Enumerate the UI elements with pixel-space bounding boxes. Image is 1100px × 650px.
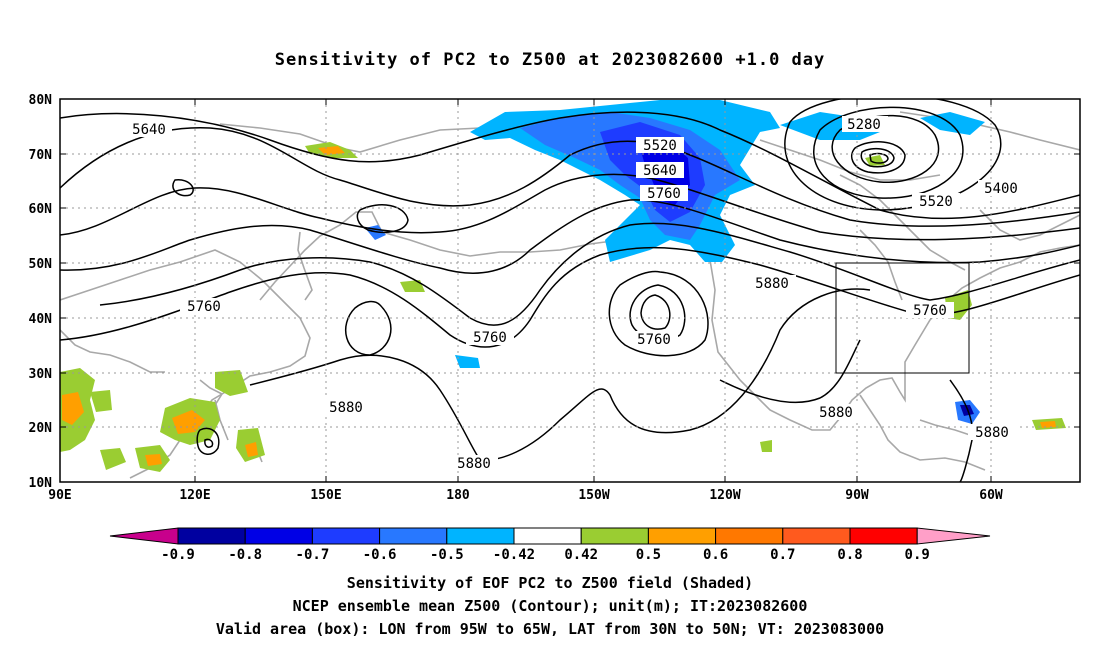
caption-line-2: NCEP ensemble mean Z500 (Contour); unit(…	[292, 597, 808, 615]
lat-label: 50N	[29, 257, 53, 272]
contour-label: 5520	[643, 138, 677, 154]
contour-label: 5640	[643, 163, 677, 179]
lon-label: 120E	[179, 488, 210, 503]
caption-line-3: Valid area (box): LON from 95W to 65W, L…	[215, 620, 885, 638]
map-title: Sensitivity of PC2 to Z500 at 2023082600…	[274, 50, 826, 70]
colorbar-label: 0.9	[905, 547, 930, 563]
contour-label: 5760	[187, 299, 221, 315]
caption-line-1: Sensitivity of EOF PC2 to Z500 field (Sh…	[346, 574, 754, 592]
colorbar-segment	[446, 527, 515, 545]
lat-label: 60N	[29, 202, 53, 217]
colorbar-label: -0.5	[430, 547, 464, 563]
colorbar-label: 0.8	[837, 547, 862, 563]
lat-label: 30N	[29, 367, 53, 382]
contour-label: 5640	[132, 122, 166, 138]
colorbar-segment	[513, 527, 582, 545]
lon-label: 180	[446, 488, 470, 503]
colorbar-end-high	[916, 527, 991, 545]
valid-area-box	[835, 262, 970, 374]
lon-label: 90W	[845, 488, 869, 503]
colorbar-label: -0.42	[493, 547, 535, 563]
contour-label: 5760	[473, 330, 507, 346]
z500-contours	[60, 99, 1080, 482]
colorbar-segment	[379, 527, 448, 545]
axis-ticks	[60, 98, 1080, 483]
contour-labels: 5640 5520 5640 5760 5280 5400 5520 5880 …	[126, 116, 1024, 472]
lon-label: 120W	[709, 488, 740, 503]
colorbar-label: 0.5	[636, 547, 661, 563]
lon-label: 150E	[310, 488, 341, 503]
colorbar-segment	[849, 527, 918, 545]
lon-labels: 90E 120E 150E 180 150W 120W 90W 60W	[48, 488, 1003, 503]
contour-label: 5880	[819, 405, 853, 421]
colorbar-label: -0.6	[363, 547, 397, 563]
colorbar-label: -0.9	[161, 547, 195, 563]
colorbar-segment	[782, 527, 851, 545]
contour-label: 5880	[755, 276, 789, 292]
contour-label: 5880	[329, 400, 363, 416]
colorbar-segment	[311, 527, 381, 545]
lon-label: 150W	[578, 488, 609, 503]
lat-label: 80N	[29, 93, 53, 108]
contour-label: 5520	[919, 194, 953, 210]
colorbar-segment	[647, 527, 717, 545]
colorbar: -0.9 -0.8 -0.7 -0.6 -0.5 -0.42 0.42 0.5 0.6 0.7 0.…	[109, 527, 991, 563]
contour-label: 5880	[457, 456, 491, 472]
contour-label: 5880	[975, 425, 1009, 441]
contour-label: 5760	[637, 332, 671, 348]
colorbar-segment	[244, 527, 313, 545]
lat-label: 70N	[29, 148, 53, 163]
colorbar-segment	[177, 527, 246, 545]
lon-label: 60W	[979, 488, 1003, 503]
contour-label: 5760	[913, 303, 947, 319]
colorbar-label: 0.42	[564, 547, 598, 563]
plot-frame	[59, 98, 1081, 483]
lon-label: 90E	[48, 488, 71, 503]
lat-label: 10N	[29, 476, 53, 491]
colorbar-label: -0.8	[228, 547, 262, 563]
colorbar-label: 0.6	[703, 547, 728, 563]
colorbar-segment	[715, 527, 784, 545]
lat-label: 40N	[29, 312, 53, 327]
colorbar-label: -0.7	[296, 547, 330, 563]
colorbar-end-low	[109, 527, 179, 545]
colorbar-label: 0.7	[770, 547, 795, 563]
lat-label: 20N	[29, 421, 53, 436]
lat-labels: 80N 70N 60N 50N 40N 30N 20N 10N	[29, 93, 53, 491]
contour-label: 5760	[647, 186, 681, 202]
contour-label: 5280	[847, 117, 881, 133]
contour-label: 5400	[984, 181, 1018, 197]
colorbar-segment	[580, 527, 649, 545]
